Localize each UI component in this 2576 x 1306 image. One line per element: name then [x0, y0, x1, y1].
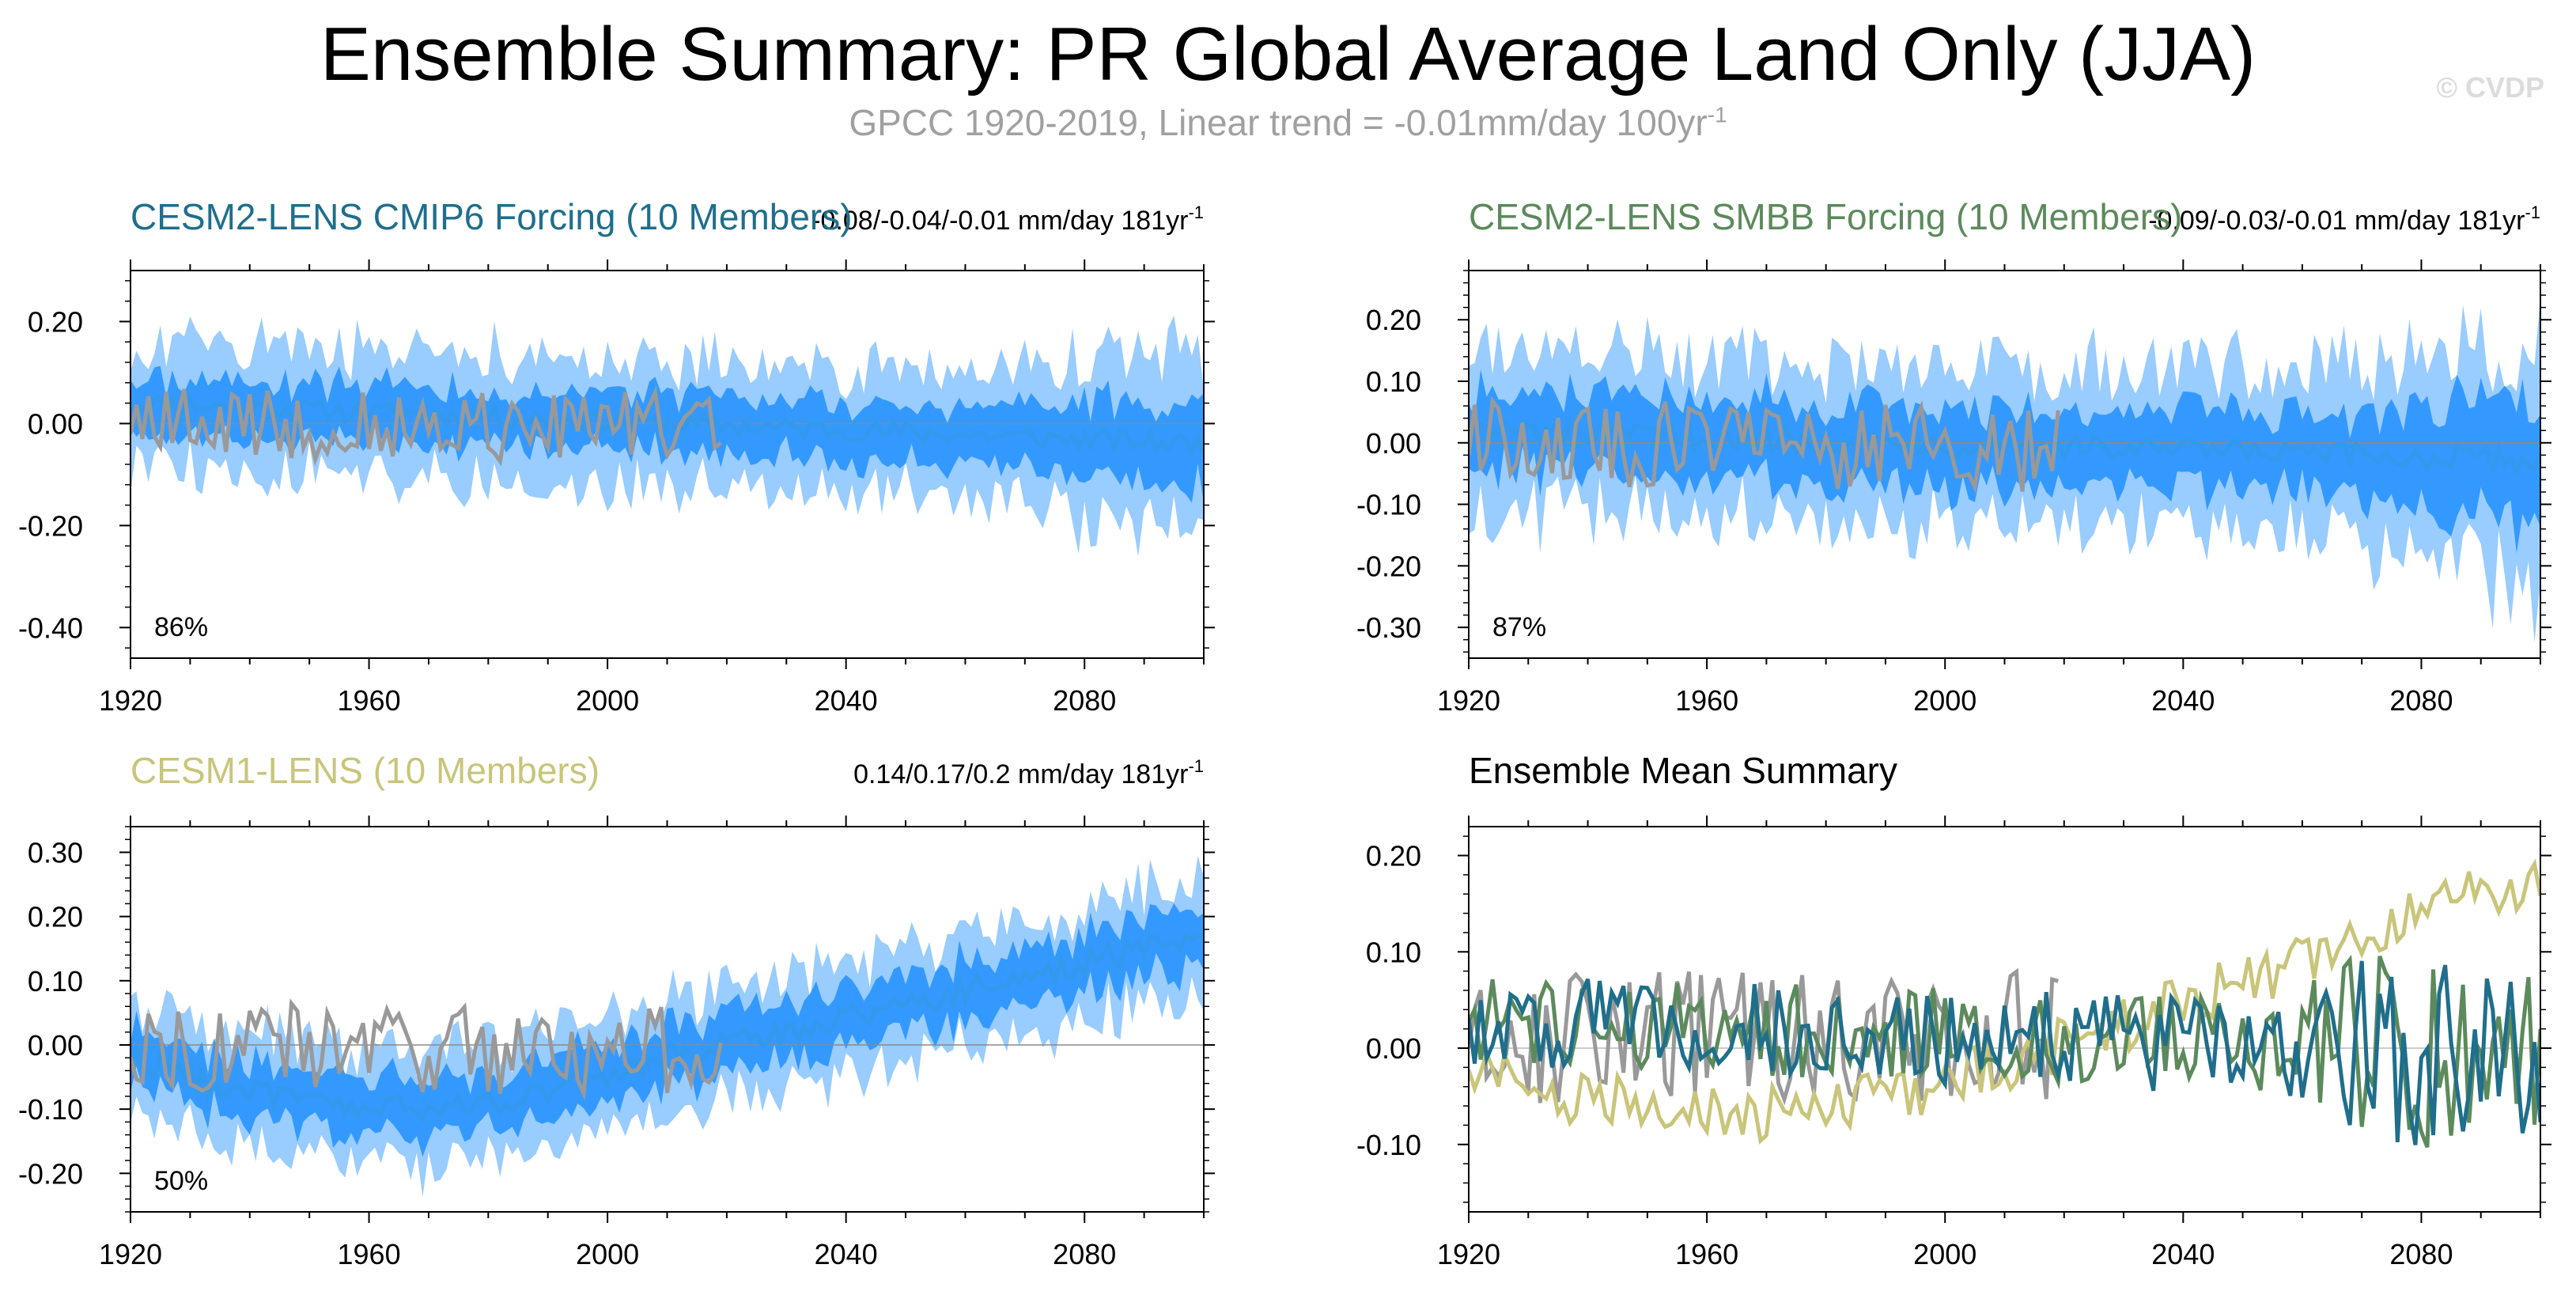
series-line-cesm2-lens-smbb [1469, 954, 2540, 1149]
y-tick-label: 0.10 [1366, 936, 1421, 968]
y-tick-label: 0.00 [28, 407, 83, 440]
y-tick-label: -0.10 [1356, 489, 1421, 521]
x-tick-label: 2000 [1913, 1238, 1976, 1270]
percent-label: 86% [154, 612, 208, 642]
trend-exponent: -1 [1188, 756, 1204, 776]
plot-area [1469, 297, 2540, 643]
plot-area [1469, 858, 2540, 1149]
panel-cesm1: 50% 0.14/0.17/0.2 mm/day 181yr-1 1920 1960 2… [18, 750, 1215, 1270]
x-tick-label: 1920 [1437, 684, 1500, 717]
y-tick-label: -0.10 [18, 1093, 83, 1126]
x-tick-label: 2000 [1913, 684, 1976, 717]
panel-title: Ensemble Mean Summary [1469, 750, 1897, 791]
x-tick-label: 2040 [2151, 1238, 2215, 1270]
trend-label: -0.08/-0.04/-0.01 mm/day 181yr-1 [811, 203, 1204, 236]
x-tick-label: 1920 [99, 684, 162, 717]
panel-ensemble-mean: 1920 1960 2000 2040 2080 0.20 0.10 0.00 -0.10 Ens… [1356, 750, 2551, 1270]
observed-gpcc-line [131, 384, 722, 467]
percent-label: 87% [1492, 612, 1546, 642]
x-tick-label: 1960 [1675, 684, 1738, 717]
y-tick-label: -0.20 [18, 1157, 83, 1190]
x-tick-label: 2040 [2151, 684, 2215, 717]
y-tick-label: 0.20 [1366, 304, 1421, 336]
y-tick-label: 0.30 [28, 836, 83, 869]
y-tick-label: 0.00 [28, 1029, 83, 1062]
y-tick-label: -0.40 [18, 611, 83, 644]
trend-label: -0.09/-0.03/-0.01 mm/day 181yr-1 [2148, 203, 2540, 236]
x-tick-label: 2080 [1053, 1238, 1116, 1270]
y-tick-label: -0.10 [1356, 1129, 1421, 1161]
chart-title: Ensemble Summary: PR Global Average Land… [320, 12, 2256, 97]
y-tick-label: 0.20 [1366, 840, 1421, 873]
subtitle-exponent: -1 [1707, 102, 1727, 127]
y-tick-label: 0.20 [28, 305, 83, 338]
x-tick-label: 1920 [1437, 1238, 1500, 1270]
y-tick-label: 0.10 [1366, 365, 1421, 398]
x-tick-label: 2080 [2389, 1238, 2453, 1270]
percent-label: 50% [154, 1166, 208, 1196]
panel-title: CESM1-LENS (10 Members) [131, 750, 600, 791]
x-tick-label: 2040 [815, 1238, 878, 1270]
x-tick-label: 2000 [576, 1238, 639, 1270]
observed-gpcc-line [131, 997, 723, 1101]
x-tick-label: 2000 [576, 684, 639, 717]
series-line-cesm2-lens-cmip6 [1469, 960, 2540, 1145]
x-tick-label: 1960 [338, 684, 401, 717]
y-tick-label: -0.30 [1356, 611, 1421, 644]
plot-area [131, 855, 1204, 1198]
trend-label: 0.14/0.17/0.2 mm/day 181yr-1 [853, 756, 1204, 789]
x-tick-label: 2080 [1053, 684, 1116, 717]
panel-cesm2-smbb: 87% -0.09/-0.03/-0.01 mm/day 181yr-1 1920 1… [1356, 196, 2551, 717]
chart-subtitle: GPCC 1920-2019, Linear trend = -0.01mm/d… [0, 101, 2576, 144]
y-tick-label: 0.00 [1366, 427, 1421, 460]
inner-spread-band [131, 903, 1204, 1157]
y-tick-label: 0.00 [1366, 1032, 1421, 1065]
x-tick-label: 1960 [338, 1238, 401, 1270]
panel-cesm2-cmip6: 86% -0.08/-0.04/-0.01 mm/day 181yr-1 1920 1… [18, 196, 1215, 717]
ensemble-mean-line [131, 394, 1204, 458]
trend-exponent: -1 [2525, 203, 2540, 222]
x-tick-label: 2040 [815, 684, 878, 717]
panel-title: CESM2-LENS SMBB Forcing (10 Members) [1469, 196, 2182, 237]
panel-title: CESM2-LENS CMIP6 Forcing (10 Members) [131, 196, 853, 237]
y-tick-label: 0.10 [28, 965, 83, 997]
trend-exponent: -1 [1188, 203, 1204, 222]
y-tick-label: -0.20 [18, 509, 83, 542]
watermark-logo: © CVDP [2436, 71, 2544, 104]
subtitle-text: GPCC 1920-2019, Linear trend = -0.01mm/d… [849, 102, 1708, 143]
x-tick-label: 1960 [1675, 1238, 1738, 1270]
ensemble-mean-line [131, 932, 1204, 1123]
observed-gpcc-line [1469, 396, 2060, 494]
y-tick-label: 0.20 [28, 901, 83, 933]
y-tick-label: -0.20 [1356, 550, 1421, 582]
x-tick-label: 1920 [99, 1238, 162, 1270]
x-tick-label: 2080 [2389, 684, 2453, 717]
plot-area [131, 315, 1204, 557]
